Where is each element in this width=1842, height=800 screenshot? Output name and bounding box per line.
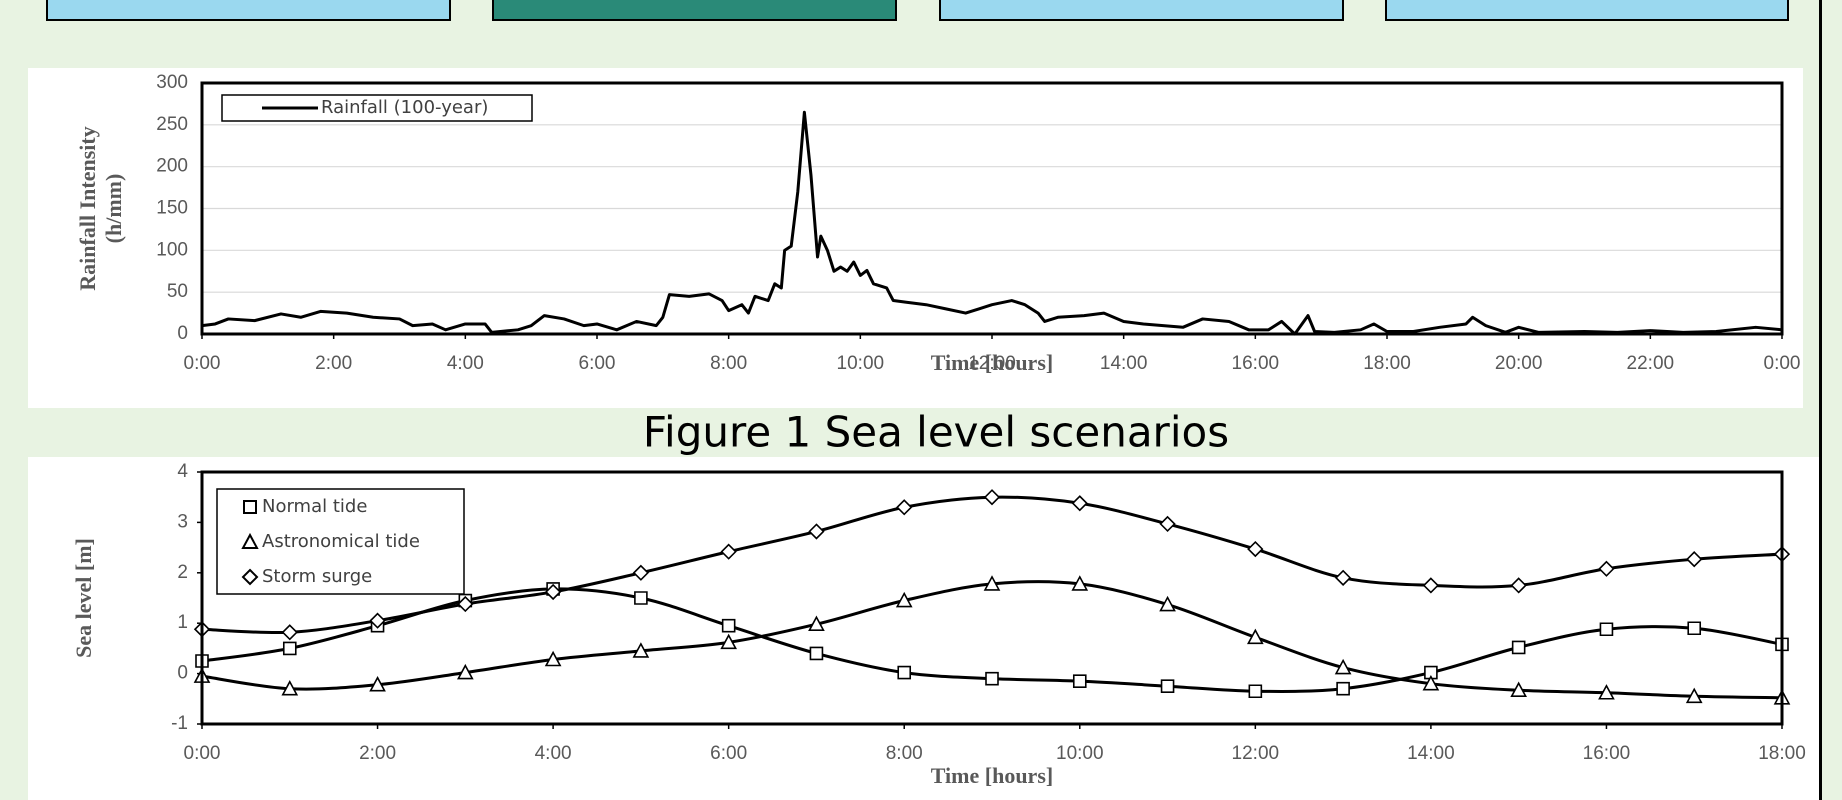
marker <box>635 592 647 604</box>
x-tick-label: 16:00 <box>1232 353 1280 374</box>
marker <box>1249 685 1261 697</box>
x-tick-label: 0:00 <box>184 743 221 764</box>
y-tick-label: 300 <box>156 72 188 93</box>
legend-label: Normal tide <box>262 496 367 517</box>
legend-marker <box>244 501 256 513</box>
page: {"caption": "Figure 1 Sea level scenario… <box>0 0 1842 800</box>
x-tick-label: 16:00 <box>1583 743 1631 764</box>
x-tick-label: 2:00 <box>315 353 352 374</box>
x-tick-label: 18:00 <box>1363 353 1411 374</box>
marker <box>284 642 296 654</box>
x-tick-label: 14:00 <box>1100 353 1148 374</box>
legend-label: Rainfall (100-year) <box>321 97 488 118</box>
y-axis-title: Rainfall Intensity <box>75 126 100 290</box>
y-tick-label: 1 <box>177 612 188 633</box>
x-tick-label: 8:00 <box>710 353 747 374</box>
marker <box>1337 683 1349 695</box>
marker <box>810 647 822 659</box>
y-axis-title: (h/mm) <box>101 174 126 244</box>
x-tick-label: 10:00 <box>837 353 885 374</box>
x-tick-label: 14:00 <box>1407 743 1455 764</box>
figure-caption: Figure 1 Sea level scenarios <box>643 408 1229 457</box>
marker <box>723 620 735 632</box>
y-tick-label: 250 <box>156 114 188 135</box>
x-tick-label: 4:00 <box>535 743 572 764</box>
right-border <box>1819 0 1822 800</box>
y-tick-label: 3 <box>177 511 188 532</box>
y-tick-label: -1 <box>171 713 188 734</box>
x-tick-label: 0:00 <box>184 353 221 374</box>
map-thumbnail <box>47 0 450 20</box>
legend-label: Storm surge <box>262 566 372 587</box>
map-thumbnail <box>1386 0 1788 20</box>
x-tick-label: 6:00 <box>710 743 747 764</box>
marker <box>986 673 998 685</box>
marker <box>898 667 910 679</box>
x-tick-label: 4:00 <box>447 353 484 374</box>
y-tick-label: 50 <box>167 281 188 302</box>
marker <box>1162 680 1174 692</box>
map-thumbnail <box>493 0 896 20</box>
x-tick-label: 12:00 <box>1232 743 1280 764</box>
x-axis-title: Time [hours] <box>931 350 1053 375</box>
y-tick-label: 150 <box>156 198 188 219</box>
marker <box>1600 623 1612 635</box>
y-tick-label: 100 <box>156 239 188 260</box>
marker <box>1074 675 1086 687</box>
marker <box>1688 622 1700 634</box>
x-tick-label: 10:00 <box>1056 743 1104 764</box>
y-tick-label: 0 <box>177 663 188 684</box>
x-tick-label: 2:00 <box>359 743 396 764</box>
marker <box>1513 641 1525 653</box>
x-tick-label: 6:00 <box>579 353 616 374</box>
x-tick-label: 0:00 <box>1764 353 1801 374</box>
y-tick-label: 4 <box>177 461 188 482</box>
x-tick-label: 20:00 <box>1495 353 1543 374</box>
y-tick-label: 0 <box>177 323 188 344</box>
legend-label: Astronomical tide <box>262 531 420 552</box>
x-tick-label: 22:00 <box>1627 353 1675 374</box>
x-tick-label: 18:00 <box>1758 743 1806 764</box>
map-thumbnail <box>940 0 1343 20</box>
y-axis-title: Sea level [m] <box>71 538 96 658</box>
y-tick-label: 200 <box>156 156 188 177</box>
screenshot: Figure 1 Sea level scenarios 05010015020… <box>0 0 1842 800</box>
x-axis-title: Time [hours] <box>931 763 1053 788</box>
x-tick-label: 8:00 <box>886 743 923 764</box>
y-tick-label: 2 <box>177 562 188 583</box>
